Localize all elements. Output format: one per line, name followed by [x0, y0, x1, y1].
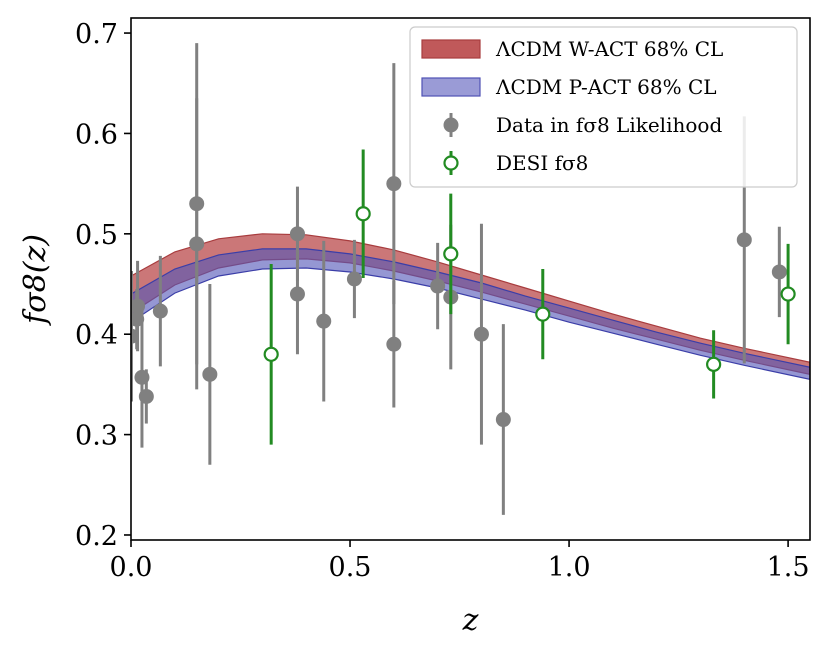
y-tick-label: 0.5	[75, 220, 118, 251]
data-point	[202, 366, 218, 382]
data-point	[771, 264, 787, 280]
x-tick-label: 0.0	[110, 552, 153, 583]
legend-box	[409, 26, 798, 188]
data-point	[430, 278, 446, 294]
data-point	[706, 356, 722, 372]
x-tick-label: 1.0	[548, 552, 591, 583]
legend-swatch	[443, 155, 459, 171]
data-point	[316, 313, 332, 329]
legend-label: Data in fσ8 Likelihood	[496, 113, 722, 137]
legend-label: ΛCDM W-ACT 68% CL	[495, 37, 723, 61]
axes-frame	[130, 17, 811, 541]
legend-entry: ΛCDM P-ACT 68% CL	[421, 75, 717, 99]
axes: 0.0 0.5 1.0 1.5 0.2 0.3 0.4 0.5 0.6 0.7 z fσ8(z)	[18, 17, 811, 638]
x-tick-label: 1.5	[767, 552, 810, 583]
y-tick-label: 0.7	[75, 19, 118, 50]
data-point	[346, 271, 362, 287]
data-point	[263, 346, 279, 362]
y-tick-label: 0.4	[75, 320, 118, 351]
legend-swatch	[421, 77, 481, 97]
legend-label: DESI fσ8	[496, 151, 588, 175]
data-point	[736, 232, 752, 248]
legend-entry: Data in fσ8 Likelihood	[443, 113, 722, 137]
data-point	[289, 286, 305, 302]
data-point	[152, 303, 168, 319]
legend-label: ΛCDM P-ACT 68% CL	[495, 75, 717, 99]
legend: ΛCDM W-ACT 68% CL ΛCDM P-ACT 68% CL Data i…	[409, 26, 798, 188]
data-point	[495, 412, 511, 428]
data-point	[780, 286, 796, 302]
series-desi	[263, 149, 796, 445]
data-point	[386, 176, 402, 192]
data-point	[473, 326, 489, 342]
legend-entry: DESI fσ8	[443, 151, 588, 175]
x-tick-label: 0.5	[329, 552, 372, 583]
plot-area	[131, 43, 810, 515]
y-tick-label: 0.6	[75, 119, 118, 150]
x-axis-label: z	[462, 603, 479, 638]
data-point	[443, 246, 459, 262]
data-point	[355, 206, 371, 222]
data-point	[535, 306, 551, 322]
y-tick-label: 0.3	[75, 421, 118, 452]
data-point	[138, 388, 154, 404]
data-point	[386, 336, 402, 352]
y-tick-label: 0.2	[75, 521, 118, 552]
legend-swatch	[443, 117, 459, 133]
legend-entry: ΛCDM W-ACT 68% CL	[421, 37, 723, 61]
data-point	[189, 196, 205, 212]
y-axis-label: fσ8(z)	[18, 234, 53, 326]
legend-swatch	[421, 39, 481, 59]
